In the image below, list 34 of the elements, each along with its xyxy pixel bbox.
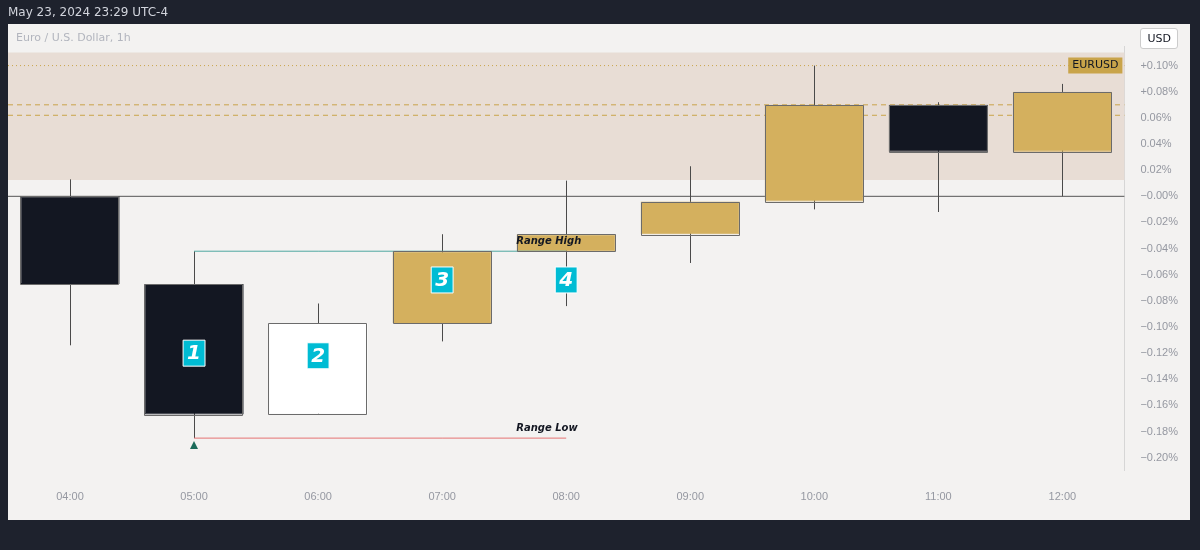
y-tick-label: −0.20% bbox=[1140, 450, 1179, 463]
y-tick-label: −0.14% bbox=[1140, 372, 1179, 385]
y-tick-label: −0.12% bbox=[1140, 346, 1179, 359]
y-tick-label: 0.04% bbox=[1140, 137, 1172, 150]
y-tick-label: −0.02% bbox=[1140, 215, 1179, 228]
chart-subtitle: May 23, 2024 23:29 UTC-4 bbox=[8, 5, 169, 19]
y-tick-label: −0.18% bbox=[1140, 424, 1179, 437]
y-tick-label: −0.06% bbox=[1140, 267, 1179, 280]
x-tick-label: 04:00 bbox=[56, 490, 84, 503]
annotation: 2 bbox=[311, 342, 326, 367]
x-tick-label: 09:00 bbox=[676, 490, 704, 503]
text: USD bbox=[1140, 28, 1178, 49]
x-tick-label: 06:00 bbox=[304, 490, 332, 503]
annotation: 4 bbox=[558, 267, 574, 292]
y-tick-label: +0.08% bbox=[1140, 84, 1179, 97]
y-tick-label: −0.16% bbox=[1140, 398, 1179, 411]
annotation: 3 bbox=[435, 267, 450, 292]
chart-title: Euro / U.S. Dollar, 1h bbox=[16, 31, 131, 44]
x-tick-label: 07:00 bbox=[428, 490, 456, 503]
ref-line-label: EURUSD bbox=[1072, 58, 1119, 72]
x-tick-label: 10:00 bbox=[800, 490, 829, 503]
y-tick-label: −0.04% bbox=[1140, 241, 1179, 254]
y-tick-label: 0.06% bbox=[1140, 110, 1172, 123]
x-tick-label: 12:00 bbox=[1048, 490, 1077, 503]
y-tick-label: +0.10% bbox=[1140, 58, 1179, 71]
y-tick-label: 0.02% bbox=[1140, 163, 1172, 176]
y-tick-label: −0.10% bbox=[1140, 320, 1179, 333]
annotation: Range Low bbox=[516, 421, 579, 433]
x-tick-label: 05:00 bbox=[180, 490, 208, 503]
y-tick-label: −0.08% bbox=[1140, 293, 1179, 306]
annotation: 1 bbox=[187, 340, 202, 365]
x-tick-label: 11:00 bbox=[924, 490, 952, 503]
y-tick-label: −0.00% bbox=[1140, 189, 1179, 202]
x-tick-label: 08:00 bbox=[552, 490, 580, 503]
